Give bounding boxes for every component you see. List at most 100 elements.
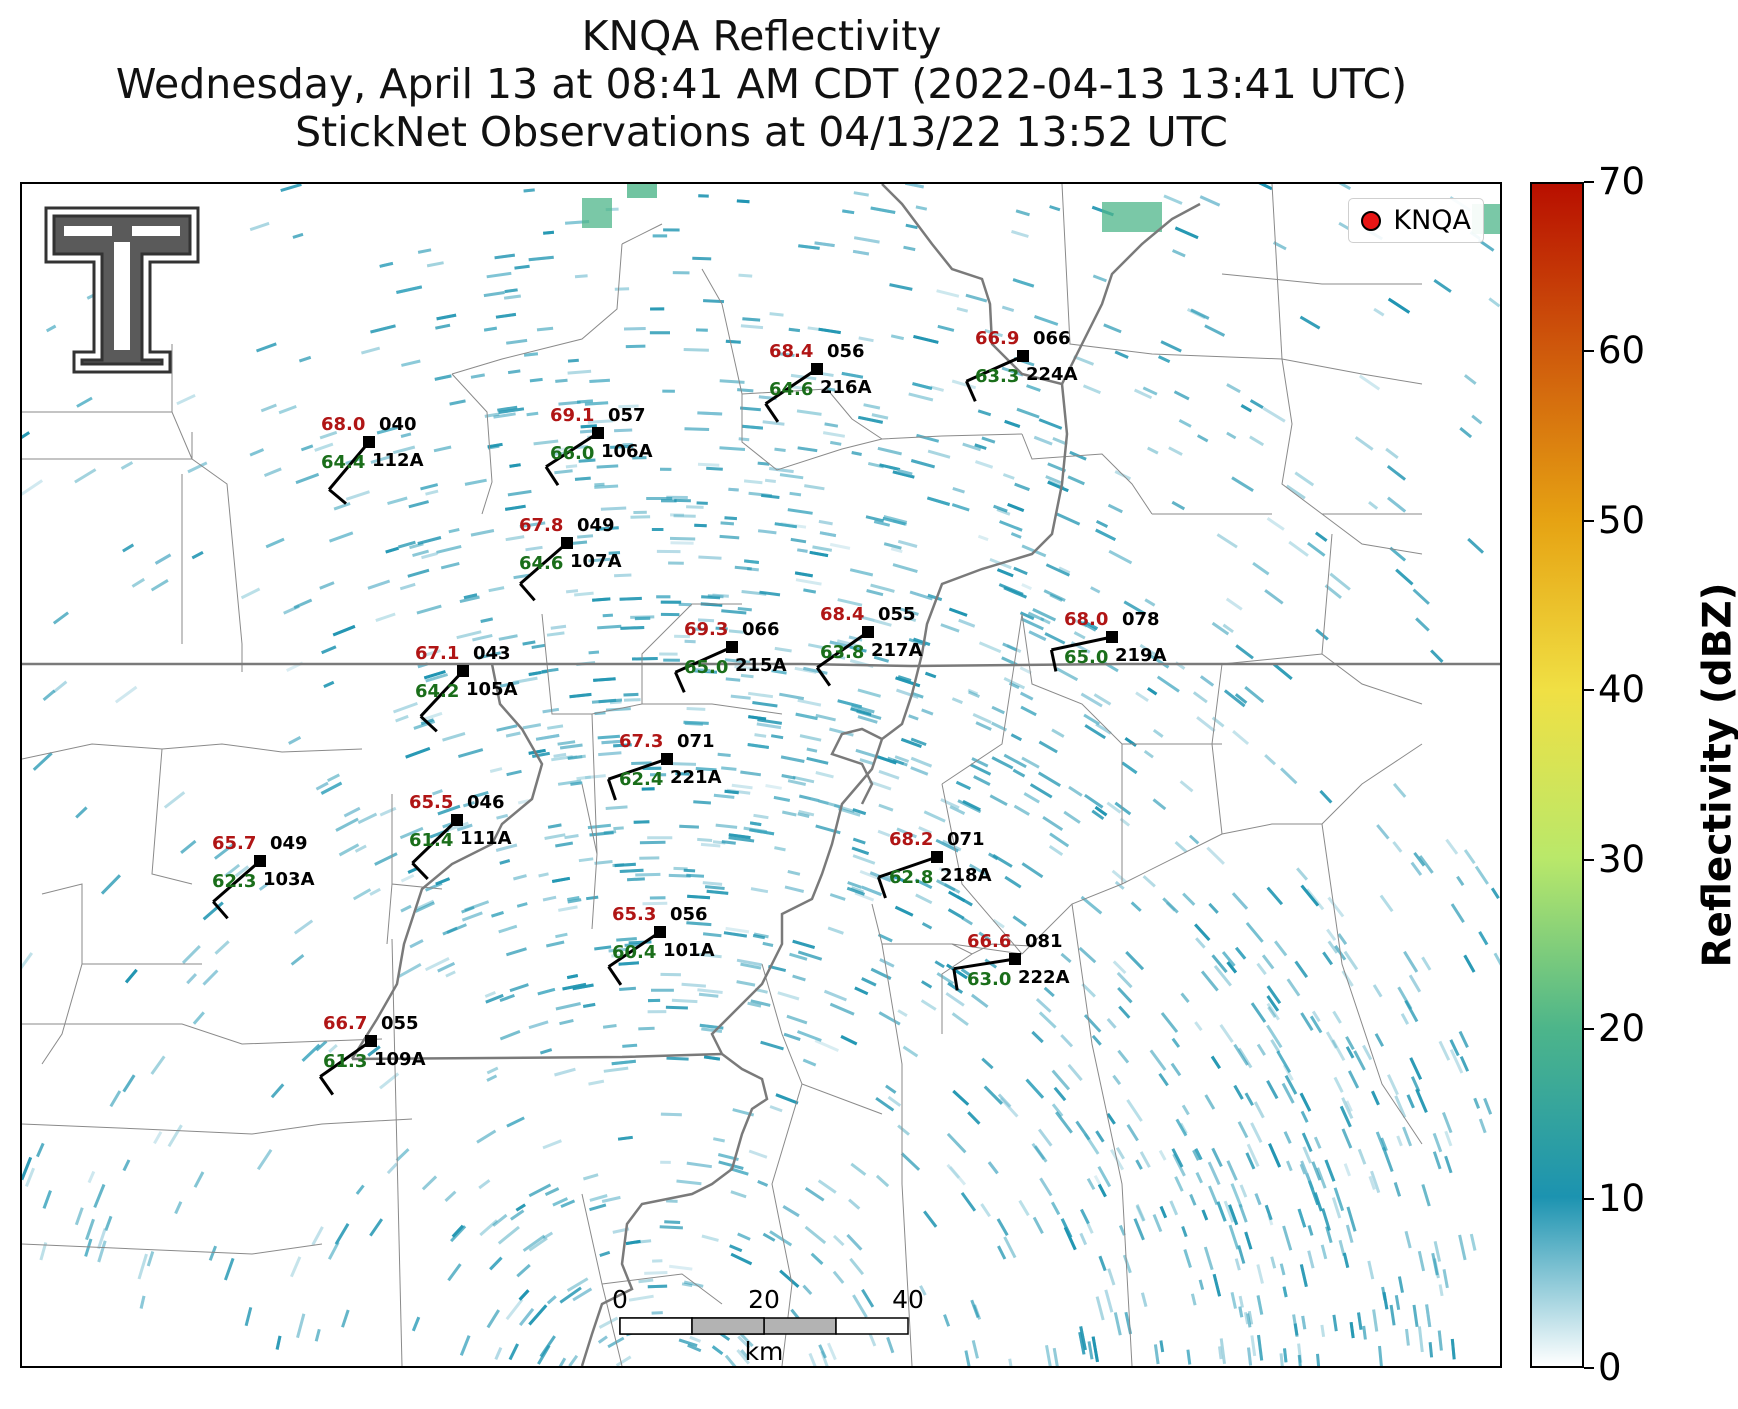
wind-barb-staff bbox=[1051, 635, 1113, 652]
county-boundaries bbox=[22, 184, 1423, 1366]
colorbar-tick-mark bbox=[1584, 1367, 1594, 1369]
station-temperature: 65.3 bbox=[612, 904, 656, 925]
colorbar-tick-mark bbox=[1584, 1197, 1594, 1200]
colorbar-tick-mark bbox=[1584, 689, 1594, 692]
map-legend: KNQA bbox=[1348, 198, 1484, 243]
colorbar-tick-label: 60 bbox=[1598, 329, 1646, 373]
station-id: 224A bbox=[1026, 364, 1078, 385]
legend-label: KNQA bbox=[1393, 205, 1471, 236]
station-dewpoint: 63.3 bbox=[975, 366, 1019, 387]
wind-barb-flag bbox=[815, 666, 832, 687]
colorbar-tick-label: 20 bbox=[1598, 1007, 1646, 1051]
station-temperature: 69.3 bbox=[684, 619, 728, 640]
scale-bar-segment bbox=[835, 1317, 909, 1335]
sticknet-station: 66.6 081 63.0 222A bbox=[952, 931, 1070, 991]
wind-barb-flag bbox=[674, 671, 686, 693]
station-temperature: 66.6 bbox=[967, 931, 1011, 952]
station-dewpoint: 60.4 bbox=[612, 942, 656, 963]
wind-barb-flag bbox=[764, 402, 780, 423]
station-wind-direction: 046 bbox=[467, 792, 505, 813]
wind-barb-flag bbox=[952, 968, 959, 991]
sticknet-station: 66.7 055 61.3 109A bbox=[318, 1013, 426, 1096]
map-panel: 68.0 040 64.4 112A 69.1 057 66.0 106A 68.4 056 64.… bbox=[20, 182, 1502, 1368]
station-temperature: 66.7 bbox=[323, 1013, 367, 1034]
wind-barb-staff bbox=[411, 818, 459, 865]
station-temperature: 68.2 bbox=[889, 829, 933, 850]
station-wind-direction: 066 bbox=[1033, 328, 1071, 349]
scale-bar-segment bbox=[691, 1317, 765, 1335]
station-wind-direction: 078 bbox=[1122, 609, 1160, 630]
station-wind-direction: 071 bbox=[947, 829, 985, 850]
sticknet-station: 68.0 078 65.0 219A bbox=[1049, 609, 1167, 672]
colorbar-tick-mark bbox=[1584, 519, 1594, 522]
wind-barb-flag bbox=[607, 965, 623, 986]
station-wind-direction: 055 bbox=[878, 604, 916, 625]
radar-reflectivity-layer bbox=[22, 184, 1500, 1366]
sticknet-stations-layer: 68.0 040 64.4 112A 69.1 057 66.0 106A 68.4 056 64.… bbox=[212, 328, 1167, 1096]
sticknet-station: 65.5 046 61.4 111A bbox=[409, 792, 512, 880]
station-id: 112A bbox=[372, 450, 424, 471]
wind-barb-flag bbox=[318, 1075, 335, 1096]
station-dewpoint: 61.4 bbox=[409, 830, 453, 851]
wind-barb-flag bbox=[411, 862, 429, 880]
station-temperature: 65.5 bbox=[409, 792, 453, 813]
station-wind-direction: 049 bbox=[577, 515, 615, 536]
station-id: 107A bbox=[570, 551, 622, 572]
radar-site-marker-icon bbox=[1361, 210, 1382, 231]
sticknet-station: 67.1 043 64.2 105A bbox=[415, 643, 518, 733]
sticknet-station: 68.4 055 63.8 217A bbox=[815, 604, 923, 687]
wind-barb-flag bbox=[519, 582, 536, 602]
station-dewpoint: 65.0 bbox=[1064, 647, 1108, 668]
station-wind-direction: 066 bbox=[742, 619, 780, 640]
station-wind-direction: 055 bbox=[381, 1013, 419, 1034]
station-temperature: 67.3 bbox=[619, 731, 663, 752]
station-wind-direction: 057 bbox=[608, 405, 646, 426]
colorbar-tick-label: 70 bbox=[1598, 160, 1646, 203]
station-id: 215A bbox=[735, 655, 787, 676]
station-id: 101A bbox=[663, 940, 715, 961]
sticknet-station: 67.8 049 64.6 107A bbox=[519, 515, 622, 602]
title-line-1: KNQA Reflectivity bbox=[581, 12, 942, 60]
station-dewpoint: 66.0 bbox=[550, 443, 594, 464]
station-dewpoint: 62.8 bbox=[889, 867, 933, 888]
wind-barb-staff bbox=[212, 859, 261, 903]
sticknet-station: 65.3 056 60.4 101A bbox=[607, 904, 715, 986]
station-temperature: 67.8 bbox=[519, 515, 563, 536]
station-id: 221A bbox=[670, 767, 722, 788]
wind-barb-staff bbox=[519, 541, 568, 585]
sticknet-station: 68.4 056 64.6 216A bbox=[764, 341, 872, 423]
wind-barb-staff bbox=[545, 431, 599, 469]
station-dewpoint: 64.6 bbox=[769, 379, 813, 400]
wind-barb-flag bbox=[328, 488, 347, 505]
station-wind-direction: 071 bbox=[677, 731, 715, 752]
sticknet-station: 67.3 071 62.4 221A bbox=[606, 731, 722, 801]
wind-barb-staff bbox=[965, 354, 1024, 383]
station-id: 111A bbox=[460, 828, 512, 849]
station-dewpoint: 63.0 bbox=[967, 969, 1011, 990]
scale-bar-segment bbox=[619, 1317, 693, 1335]
station-temperature: 68.0 bbox=[1064, 609, 1108, 630]
colorbar-tick-label: 0 bbox=[1598, 1346, 1622, 1389]
station-wind-direction: 040 bbox=[379, 414, 417, 435]
title-line-3: StickNet Observations at 04/13/22 13:52 … bbox=[295, 108, 1228, 156]
station-temperature: 69.1 bbox=[550, 405, 594, 426]
station-temperature: 67.1 bbox=[415, 643, 459, 664]
wind-barb-staff bbox=[607, 757, 668, 781]
colorbar-title: Reflectivity (dBZ) bbox=[1695, 582, 1738, 968]
wind-barb-staff bbox=[419, 669, 465, 718]
scale-bar-unit: km bbox=[745, 1337, 784, 1366]
wind-barb-flag bbox=[606, 778, 617, 801]
sticknet-station: 69.3 066 65.0 215A bbox=[674, 619, 787, 693]
station-id: 105A bbox=[466, 679, 518, 700]
station-id: 216A bbox=[820, 377, 872, 398]
sticknet-station: 66.9 066 63.3 224A bbox=[965, 328, 1078, 402]
wind-barb-staff bbox=[764, 367, 818, 405]
wind-barb-staff bbox=[319, 1039, 372, 1078]
wind-barb-staff bbox=[953, 957, 1016, 971]
station-wind-direction: 049 bbox=[270, 833, 308, 854]
scale-bar: 0 20 40 km bbox=[612, 1285, 924, 1366]
colorbar-tick-label: 10 bbox=[1598, 1176, 1646, 1220]
station-wind-direction: 043 bbox=[473, 643, 511, 664]
station-temperature: 68.4 bbox=[769, 341, 813, 362]
